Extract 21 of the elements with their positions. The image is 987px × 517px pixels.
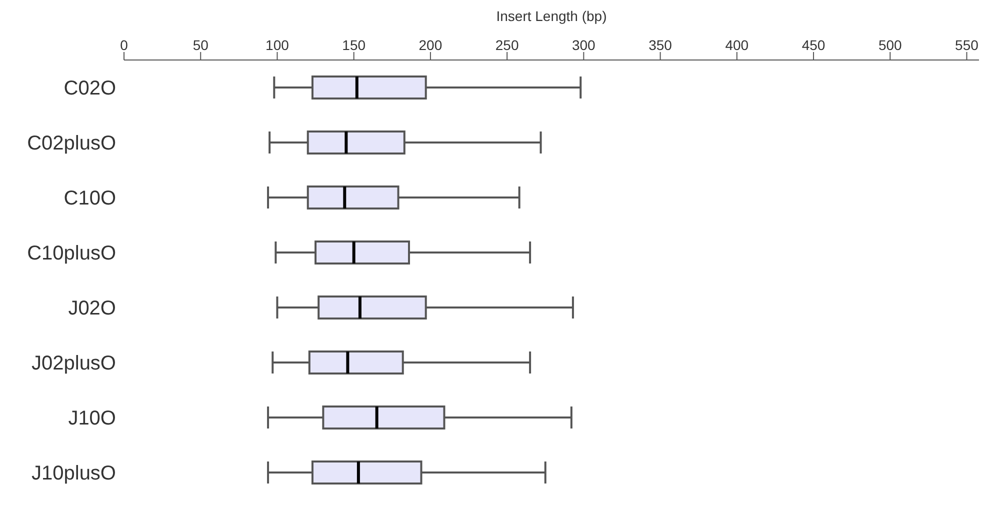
x-axis-title: Insert Length (bp)	[495, 8, 608, 26]
x-tick-label: 350	[648, 37, 672, 53]
x-tick-label: 100	[266, 37, 290, 53]
x-tick-label: 250	[495, 37, 519, 53]
x-tick-label: 500	[878, 37, 902, 53]
x-tick-label: 300	[572, 37, 596, 53]
x-tick-label: 400	[725, 37, 749, 53]
y-tick-label: C02plusO	[27, 132, 116, 155]
x-tick-label: 50	[192, 37, 209, 53]
x-tick-label: 550	[955, 37, 979, 53]
y-tick-label: J10plusO	[32, 462, 116, 485]
x-tick-label: 0	[120, 37, 128, 53]
x-tick-label: 150	[342, 37, 366, 53]
y-tick-label: J02O	[68, 298, 116, 320]
x-tick-label: 200	[418, 37, 442, 53]
y-tick-label: C10O	[64, 188, 116, 210]
x-tick-label: 450	[802, 37, 826, 53]
y-tick-label: C02O	[64, 78, 116, 100]
y-tick-label: C10plusO	[27, 242, 116, 265]
y-tick-label: J02plusO	[32, 352, 116, 375]
y-tick-label: J10O	[68, 408, 116, 430]
